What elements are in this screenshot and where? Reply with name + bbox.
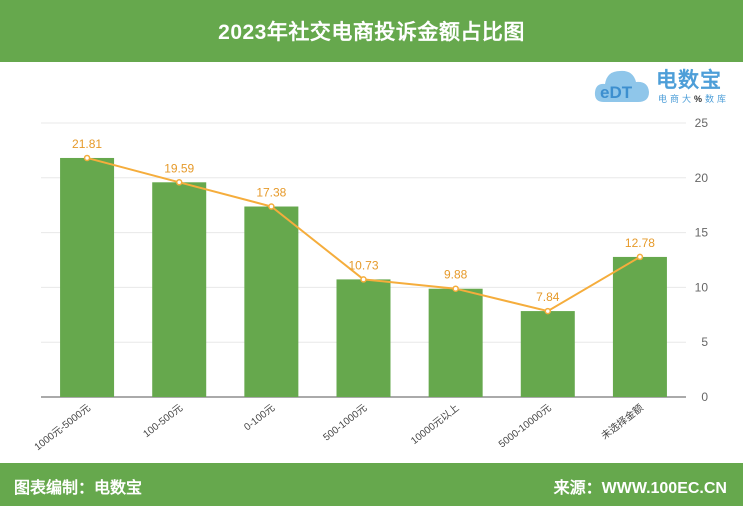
- y-tick-label: 15: [695, 226, 709, 240]
- line-point: [175, 179, 183, 186]
- x-category-label: 500-1000元: [321, 403, 369, 444]
- chart-title-bar: 2023年社交电商投诉金额占比图: [0, 0, 743, 62]
- x-category-label: 0-100元: [242, 403, 277, 434]
- x-category-label: 100-500元: [141, 403, 185, 440]
- bar: [428, 288, 483, 397]
- y-tick-label: 25: [695, 116, 709, 130]
- bar: [152, 182, 207, 397]
- x-category-label: 5000-10000元: [497, 403, 554, 451]
- chart-title: 2023年社交电商投诉金额占比图: [218, 21, 525, 44]
- line-point: [452, 285, 459, 292]
- y-tick-label: 10: [695, 280, 709, 294]
- y-tick-label: 20: [695, 171, 709, 185]
- footer-credit: 图表编制：电数宝: [14, 480, 143, 497]
- data-label: 19.59: [164, 161, 194, 175]
- data-label: 17.38: [256, 186, 286, 200]
- x-category-label: 10000元以上: [409, 402, 462, 447]
- brand-logo: eDT 电数宝 电商大%数库: [592, 62, 732, 110]
- data-label: 7.84: [536, 290, 560, 304]
- logo-mark: eDT: [600, 83, 633, 102]
- data-label: 10.73: [348, 258, 378, 272]
- line-point: [544, 307, 552, 315]
- bar: [60, 157, 115, 397]
- x-category-label: 未选择金额: [598, 401, 645, 442]
- bar-line-chart: 0 5 10 15 20 25 1000元-5000元 100-500元 0-100元 500-1…: [33, 116, 709, 453]
- bar: [520, 311, 575, 397]
- bar: [612, 256, 667, 397]
- footer-source: 来源：WWW.100EC.CN: [553, 480, 727, 497]
- x-category-label: 1000元-5000元: [33, 403, 93, 453]
- line-point: [360, 276, 367, 283]
- logo-subtitle: 电商大%数库: [658, 94, 730, 104]
- data-label: 21.81: [72, 137, 102, 151]
- bar: [244, 206, 299, 397]
- data-label: 9.88: [444, 268, 468, 282]
- line-point: [268, 203, 275, 210]
- data-label: 12.78: [625, 236, 655, 250]
- cloud-logo-icon: eDT: [594, 70, 649, 102]
- line-point: [636, 253, 644, 261]
- bar: [336, 279, 391, 397]
- y-tick-label: 5: [701, 335, 708, 349]
- logo-name: 电数宝: [656, 69, 722, 92]
- y-tick-label: 0: [701, 390, 708, 404]
- footer-bar: 图表编制：电数宝 来源：WWW.100EC.CN: [0, 463, 743, 506]
- line-point: [83, 154, 91, 162]
